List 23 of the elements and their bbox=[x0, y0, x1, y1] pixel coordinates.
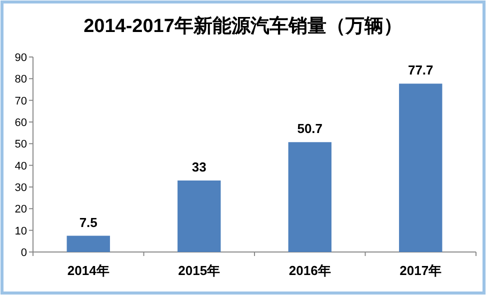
y-tick-label: 70 bbox=[14, 95, 27, 108]
y-tick-label: 0 bbox=[20, 247, 27, 259]
x-tick-label: 2014年 bbox=[67, 263, 110, 278]
bar bbox=[288, 142, 332, 252]
y-tick-label: 50 bbox=[14, 138, 27, 151]
x-tick-label: 2015年 bbox=[178, 263, 220, 278]
chart-title: 2014-2017年新能源汽车销量（万辆） bbox=[84, 15, 402, 37]
y-tick-label: 20 bbox=[14, 204, 27, 216]
bar bbox=[399, 84, 442, 252]
x-tick-label: 2016年 bbox=[288, 263, 331, 278]
bar bbox=[178, 180, 221, 252]
y-tick-label: 90 bbox=[14, 52, 27, 64]
y-tick-label: 10 bbox=[14, 225, 27, 238]
data-label: 7.5 bbox=[79, 214, 98, 230]
data-label: 33 bbox=[192, 160, 206, 174]
data-label: 50.7 bbox=[297, 121, 323, 136]
y-tick-label: 40 bbox=[14, 160, 27, 172]
x-tick-label: 2017年 bbox=[400, 263, 442, 278]
bar bbox=[66, 236, 110, 252]
y-tick-label: 60 bbox=[14, 117, 27, 129]
y-tick-label: 80 bbox=[14, 74, 27, 86]
data-label: 77.7 bbox=[408, 62, 434, 78]
y-tick-label: 30 bbox=[14, 182, 27, 194]
